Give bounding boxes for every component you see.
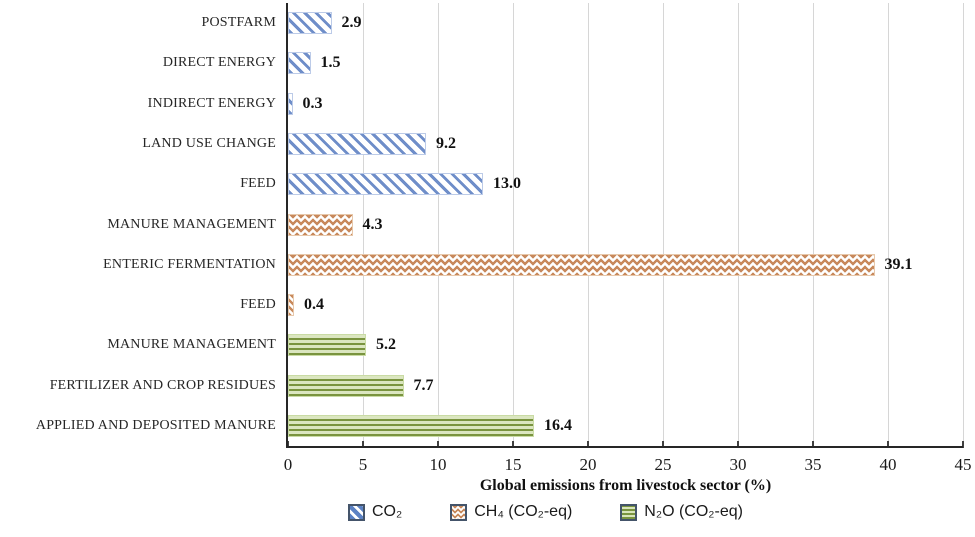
category-label: DIRECT ENERGY <box>162 55 276 71</box>
ch4-hatch-swatch-icon <box>450 503 468 521</box>
axis-tick <box>662 441 664 448</box>
axis-tick <box>887 441 889 448</box>
value-label: 39.1 <box>884 255 913 273</box>
axis-tick <box>437 441 439 448</box>
value-label: 7.7 <box>413 376 434 394</box>
gridline <box>962 3 964 446</box>
tick-label: 20 <box>579 455 597 474</box>
bar-ch4 <box>288 213 353 236</box>
category-label: LAND USE CHANGE <box>142 135 276 151</box>
legend-item-n2o: N₂O (CO₂-eq) <box>620 503 743 521</box>
bar-ch4 <box>288 253 875 276</box>
value-label: 2.9 <box>341 14 362 32</box>
value-label: 0.4 <box>304 296 324 314</box>
value-label: 16.4 <box>544 416 572 434</box>
tick-label: 30 <box>729 455 747 474</box>
gridline <box>362 3 364 446</box>
tick-label: 0 <box>283 455 293 474</box>
gridline <box>812 3 814 446</box>
axis-tick <box>512 441 514 448</box>
value-label: 9.2 <box>436 134 456 152</box>
bar-co2 <box>288 12 332 35</box>
category-label: MANURE MANAGEMENT <box>107 337 276 353</box>
tick-label: 5 <box>358 455 368 474</box>
bar-co2 <box>288 132 426 155</box>
category-label: INDIRECT ENERGY <box>147 95 276 111</box>
axis-tick <box>812 441 814 448</box>
category-label: FERTILIZER AND CROP RESIDUES <box>49 377 276 393</box>
legend-item-co2: CO₂ <box>348 503 402 521</box>
value-label: 5.2 <box>376 336 396 354</box>
legend-label-ch4: CH₄ (CO₂-eq) <box>474 503 573 520</box>
category-label: FEED <box>240 297 276 313</box>
y-axis-line <box>286 3 288 448</box>
bar-co2 <box>288 52 311 75</box>
gridline <box>437 3 439 446</box>
category-label: MANURE MANAGEMENT <box>107 216 276 232</box>
co2-hatch-swatch-icon <box>348 503 365 521</box>
tick-label: 35 <box>804 455 822 474</box>
category-label: ENTERIC FERMENTATION <box>103 256 276 272</box>
x-axis-title: Global emissions from livestock sector (… <box>479 477 772 494</box>
legend-label-co2: CO₂ <box>372 503 403 520</box>
value-label: 13.0 <box>493 175 521 193</box>
axis-tick <box>587 441 589 448</box>
legend-label-n2o: N₂O (CO₂-eq) <box>644 503 743 520</box>
value-label: 0.3 <box>302 94 323 112</box>
category-label: FEED <box>240 176 276 192</box>
bar-n2o <box>288 334 366 357</box>
legend-item-ch4: CH₄ (CO₂-eq) <box>450 503 572 521</box>
bar-n2o <box>288 414 534 437</box>
tick-label: 10 <box>429 455 447 474</box>
tick-label: 40 <box>879 455 897 474</box>
gridline <box>887 3 889 446</box>
bar-co2 <box>288 173 483 196</box>
gridline <box>587 3 589 446</box>
gridline <box>662 3 664 446</box>
value-label: 1.5 <box>320 54 341 72</box>
axis-tick <box>737 441 739 448</box>
bar-n2o <box>288 374 404 397</box>
axis-tick <box>287 441 289 448</box>
tick-label: 45 <box>954 455 972 474</box>
n2o-hatch-swatch-icon <box>620 503 638 521</box>
x-axis-line <box>286 446 963 448</box>
category-label: POSTFARM <box>201 15 276 31</box>
value-label: 4.3 <box>362 215 383 233</box>
gridline <box>737 3 739 446</box>
bar-co2 <box>288 92 293 115</box>
category-label: APPLIED AND DEPOSITED MANURE <box>35 417 276 433</box>
gridline <box>512 3 514 446</box>
axis-tick <box>962 441 964 448</box>
tick-label: 25 <box>654 455 672 474</box>
tick-label: 15 <box>504 455 522 474</box>
legend: CO₂ CH₄ (CO₂-eq) N₂O (CO₂-eq) <box>348 503 743 521</box>
axis-tick <box>362 441 364 448</box>
bar-ch4 <box>288 294 294 317</box>
